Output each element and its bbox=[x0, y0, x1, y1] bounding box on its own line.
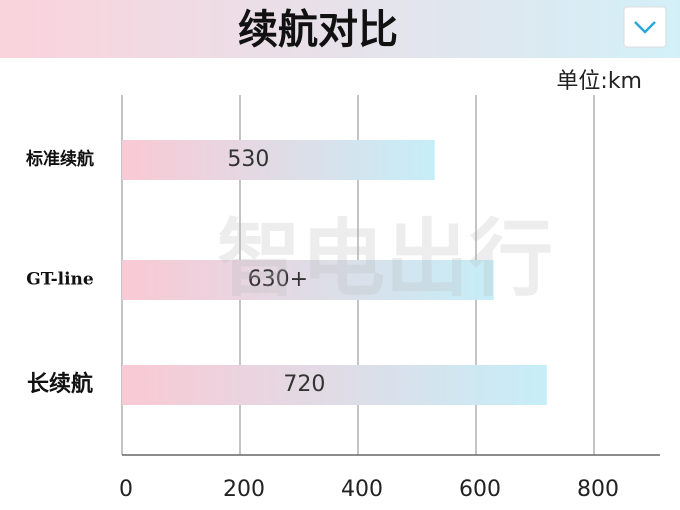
header-band bbox=[0, 0, 680, 58]
value-label: 630+ bbox=[248, 267, 308, 292]
value-label: 720 bbox=[283, 372, 325, 397]
x-tick-label: 200 bbox=[223, 477, 265, 502]
category-label: 长续航 bbox=[27, 371, 93, 397]
category-label: GT-line bbox=[26, 270, 94, 290]
unit-label: 单位:km bbox=[556, 69, 642, 94]
bar bbox=[122, 140, 435, 180]
dropdown-button[interactable] bbox=[623, 6, 667, 48]
value-label: 530 bbox=[227, 147, 269, 172]
category-label: 标准续航 bbox=[26, 149, 94, 170]
x-tick-label: 600 bbox=[459, 477, 501, 502]
x-tick-label: 800 bbox=[577, 477, 619, 502]
watermark: 智电出行 bbox=[217, 210, 553, 308]
chart-title: 续航对比 bbox=[238, 7, 398, 53]
x-tick-label: 400 bbox=[341, 477, 383, 502]
bar bbox=[122, 260, 494, 300]
x-tick-label: 0 bbox=[119, 477, 133, 502]
bar bbox=[122, 365, 547, 405]
